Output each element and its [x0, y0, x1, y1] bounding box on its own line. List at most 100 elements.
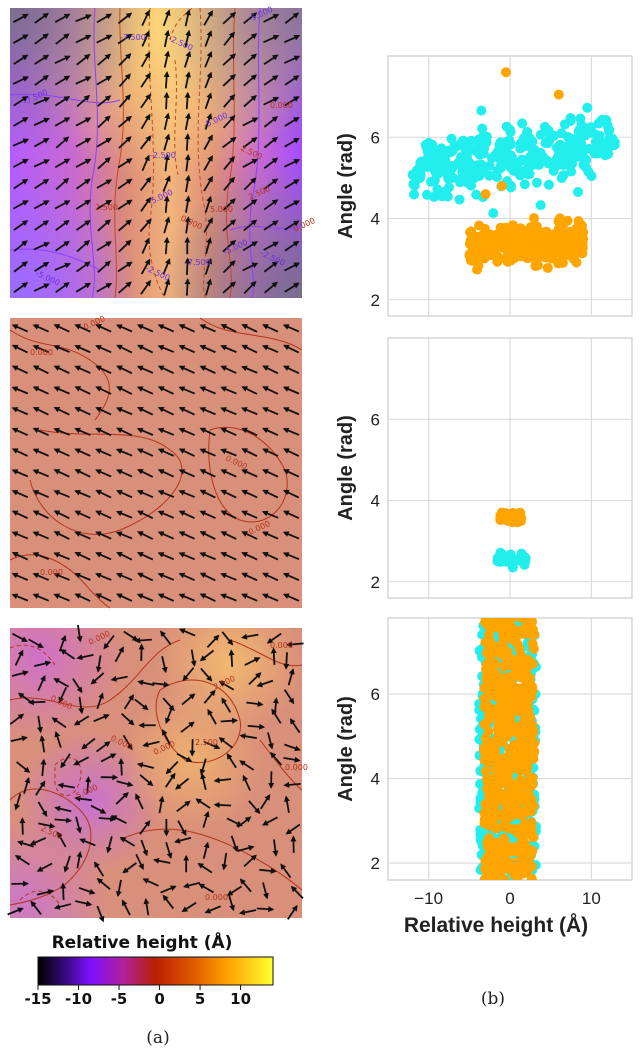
vector-arrow [115, 324, 133, 333]
scatter-point [495, 510, 506, 521]
vector-arrow [206, 634, 220, 648]
scatter-point [486, 848, 497, 859]
vector-arrow [222, 260, 236, 274]
vector-arrow [74, 448, 91, 457]
vector-arrow [222, 281, 237, 294]
vector-arrow [95, 572, 112, 581]
vector-arrow [248, 672, 262, 686]
vector-arrow [13, 178, 29, 190]
vector-arrow [118, 281, 132, 294]
vector-arrow [136, 510, 154, 520]
vector-arrow [284, 117, 300, 127]
scatter-panel-middle: 2 4 6 Angle (rad) [335, 337, 633, 599]
vector-arrow [283, 689, 295, 705]
vector-arrow [178, 448, 195, 457]
vector-arrow [14, 855, 30, 866]
vector-arrow [262, 324, 279, 333]
vector-arrow [199, 572, 216, 582]
vector-arrow [33, 97, 51, 106]
scatter-point [528, 624, 539, 635]
vector-arrow [284, 262, 301, 272]
vector-arrow [96, 692, 104, 710]
vector-arrow [118, 115, 132, 128]
scatter-point [578, 227, 589, 238]
scatter-point [537, 151, 548, 162]
scatter-point [509, 656, 520, 667]
vector-arrow [282, 531, 300, 540]
scatter-point [553, 258, 564, 269]
vector-arrow [261, 816, 278, 826]
scatter-point [512, 639, 523, 650]
vector-arrow [11, 386, 29, 395]
vector-arrow [96, 13, 113, 24]
vector-arrow [53, 552, 70, 561]
scatter-point [568, 253, 579, 264]
vector-arrow [243, 219, 258, 232]
vector-arrow [34, 220, 50, 231]
scatter-point [553, 89, 564, 100]
vector-arrow [262, 448, 279, 457]
vector-arrow [238, 909, 257, 916]
vector-arrow [284, 12, 300, 24]
scatter-point [495, 226, 506, 237]
vector-arrow [160, 885, 177, 894]
vector-arrow [284, 240, 300, 252]
vector-arrow [11, 510, 29, 519]
vector-arrow [97, 115, 111, 129]
vector-arrow [241, 552, 258, 561]
vector-arrow [282, 324, 300, 333]
vector-arrow [34, 54, 50, 65]
vector-arrow [218, 680, 235, 691]
vector-arrow [32, 386, 49, 395]
vector-arrow [202, 841, 210, 859]
vector-arrow [136, 762, 155, 769]
vector-arrow [53, 572, 70, 581]
vector-arrow [283, 652, 290, 670]
vector-arrow [97, 53, 112, 66]
vector-arrow [284, 75, 300, 86]
vector-arrow [13, 96, 29, 107]
vector-arrow [203, 689, 216, 704]
vector-arrow [220, 572, 237, 581]
scatter-point [485, 654, 496, 665]
y-axis-label: Angle (rad) [335, 133, 357, 239]
scatter-point [449, 140, 460, 151]
vector-arrow [157, 572, 175, 581]
vector-arrow [282, 489, 300, 499]
vector-arrow [199, 324, 216, 333]
vector-arrow [115, 510, 133, 519]
vector-arrow [223, 31, 235, 46]
vector-arrow [163, 153, 170, 172]
scatter-point [484, 160, 495, 171]
vector-arrow [118, 53, 132, 67]
vector-arrow [53, 427, 70, 436]
vector-arrow [53, 406, 70, 416]
y-tick-label: 4 [371, 770, 380, 789]
vector-arrow [100, 753, 117, 763]
vector-arrow [95, 407, 112, 416]
scatter-point [487, 838, 498, 849]
vector-arrow [134, 698, 149, 711]
vector-arrow [220, 552, 237, 561]
vector-arrow [39, 735, 46, 753]
scatter-point [463, 143, 474, 154]
vector-arrow [241, 448, 258, 457]
colorbar-tick-label: 5 [195, 990, 205, 1008]
scatter-point [543, 179, 554, 190]
scatter-point [466, 226, 477, 237]
vector-arrow [81, 737, 96, 750]
vector-arrow [198, 883, 214, 894]
vector-arrow [90, 804, 107, 814]
vector-arrow [95, 655, 102, 673]
scatter-point [492, 873, 503, 880]
vector-arrow [263, 96, 280, 106]
vector-arrow [116, 386, 133, 395]
vector-arrow [247, 723, 266, 730]
scatter-point [596, 114, 607, 125]
scatter-point [516, 790, 527, 801]
vector-arrow [241, 469, 258, 478]
vector-arrow [34, 12, 50, 24]
vector-arrow [54, 13, 71, 24]
vector-arrow [95, 427, 112, 437]
scatter-point [519, 244, 530, 255]
